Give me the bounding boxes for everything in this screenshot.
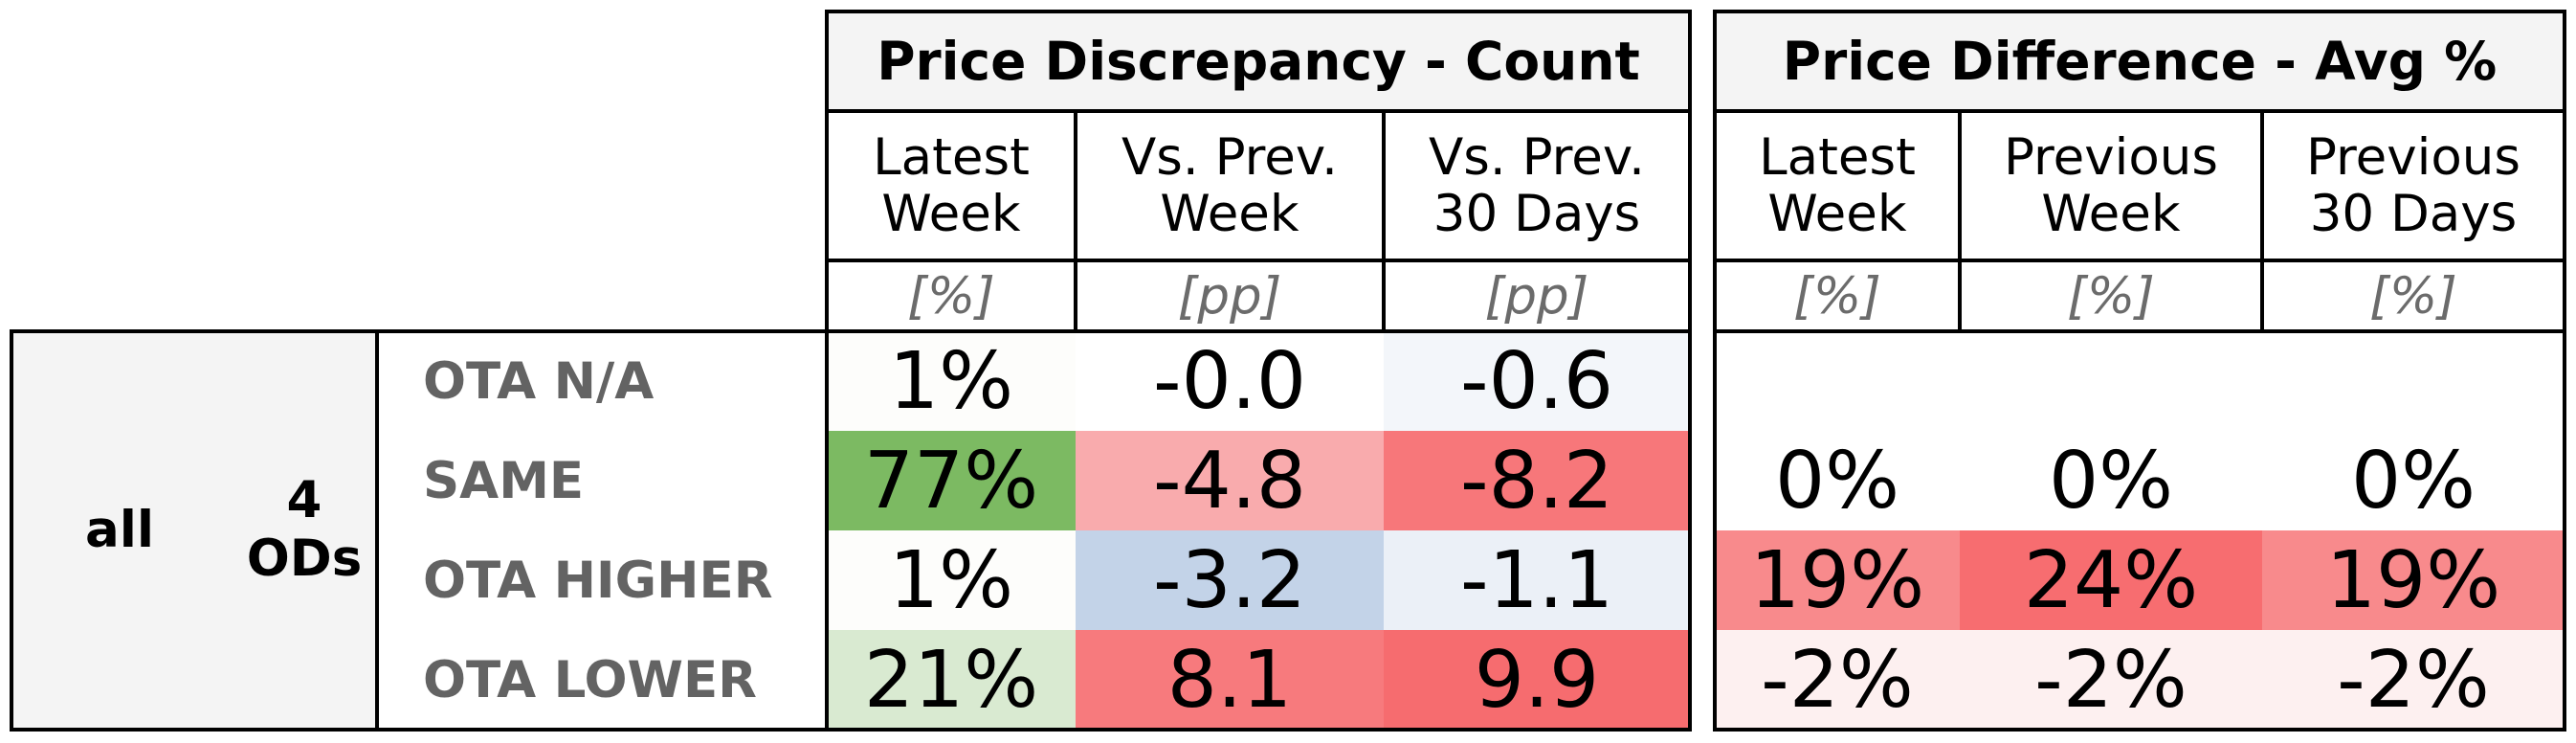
table-cell — [1960, 331, 2262, 431]
segment-box — [11, 331, 377, 730]
table-cell: -3.2 — [1076, 530, 1384, 630]
table-cell — [2262, 331, 2565, 431]
table-cell: -4.8 — [1076, 431, 1384, 530]
table-border — [1688, 10, 1692, 732]
table-cell: -0.0 — [1076, 331, 1384, 431]
table-border — [375, 329, 379, 732]
table-cell: 19% — [1715, 530, 1960, 630]
row-label: OTA N/A — [423, 351, 655, 411]
table-border — [825, 10, 1692, 13]
table-cell: -0.6 — [1384, 331, 1690, 431]
table-border — [2563, 10, 2566, 732]
table-border — [1713, 10, 1717, 732]
column-unit: [pp] — [1177, 266, 1282, 326]
column-header: Vs. Prev. Week — [1121, 127, 1338, 243]
column-header: Latest Week — [1759, 127, 1916, 243]
table-cell: 0% — [1715, 431, 1960, 530]
column-unit: [pp] — [1484, 266, 1589, 326]
table-border — [10, 329, 827, 333]
column-header: Previous 30 Days — [2306, 127, 2520, 243]
row-label: OTA HIGHER — [423, 551, 773, 610]
column-unit: [%] — [1793, 266, 1881, 326]
table-cell: 19% — [2262, 530, 2565, 630]
column-header: Vs. Prev. 30 Days — [1429, 127, 1645, 243]
table-border — [1713, 109, 2566, 113]
table-border — [2260, 109, 2264, 333]
table-border — [825, 109, 1692, 113]
column-unit: [%] — [2067, 266, 2155, 326]
table-cell: -8.2 — [1384, 431, 1690, 530]
table-cell: 1% — [827, 331, 1076, 431]
table-cell: -2% — [2262, 630, 2565, 730]
table-cell: -2% — [1715, 630, 1960, 730]
table-border — [825, 259, 1692, 262]
table-border — [10, 728, 827, 732]
column-unit: [%] — [907, 266, 995, 326]
table-border — [1713, 329, 2566, 333]
table-cell: 9.9 — [1384, 630, 1690, 730]
table-border — [825, 10, 829, 732]
table-cell: -2% — [1960, 630, 2262, 730]
panel-title: Price Difference - Avg % — [1715, 11, 2565, 111]
panel-title: Price Discrepancy - Count — [827, 11, 1690, 111]
row-label: SAME — [423, 451, 585, 510]
table-cell: 1% — [827, 530, 1076, 630]
table-border — [1074, 109, 1077, 333]
table-cell: 21% — [827, 630, 1076, 730]
table-border — [1713, 10, 2566, 13]
table-border — [1713, 728, 2566, 732]
table-border — [825, 329, 1692, 333]
column-header: Previous Week — [2004, 127, 2218, 243]
table-cell: 24% — [1960, 530, 2262, 630]
table-cell: 0% — [1960, 431, 2262, 530]
table-border — [1713, 259, 2566, 262]
column-unit: [%] — [2369, 266, 2457, 326]
row-label: OTA LOWER — [423, 650, 757, 709]
column-header: Latest Week — [873, 127, 1030, 243]
table-border — [1958, 109, 1962, 333]
table-cell: 0% — [2262, 431, 2565, 530]
table-cell: 77% — [827, 431, 1076, 530]
segment-count-label: 4 ODs — [246, 471, 363, 588]
segment-label: all — [84, 500, 155, 559]
table-cell: -1.1 — [1384, 530, 1690, 630]
table-cell — [1715, 331, 1960, 431]
table-border — [825, 728, 1692, 732]
table-border — [10, 329, 13, 732]
table-cell: 8.1 — [1076, 630, 1384, 730]
table-border — [1382, 109, 1386, 333]
